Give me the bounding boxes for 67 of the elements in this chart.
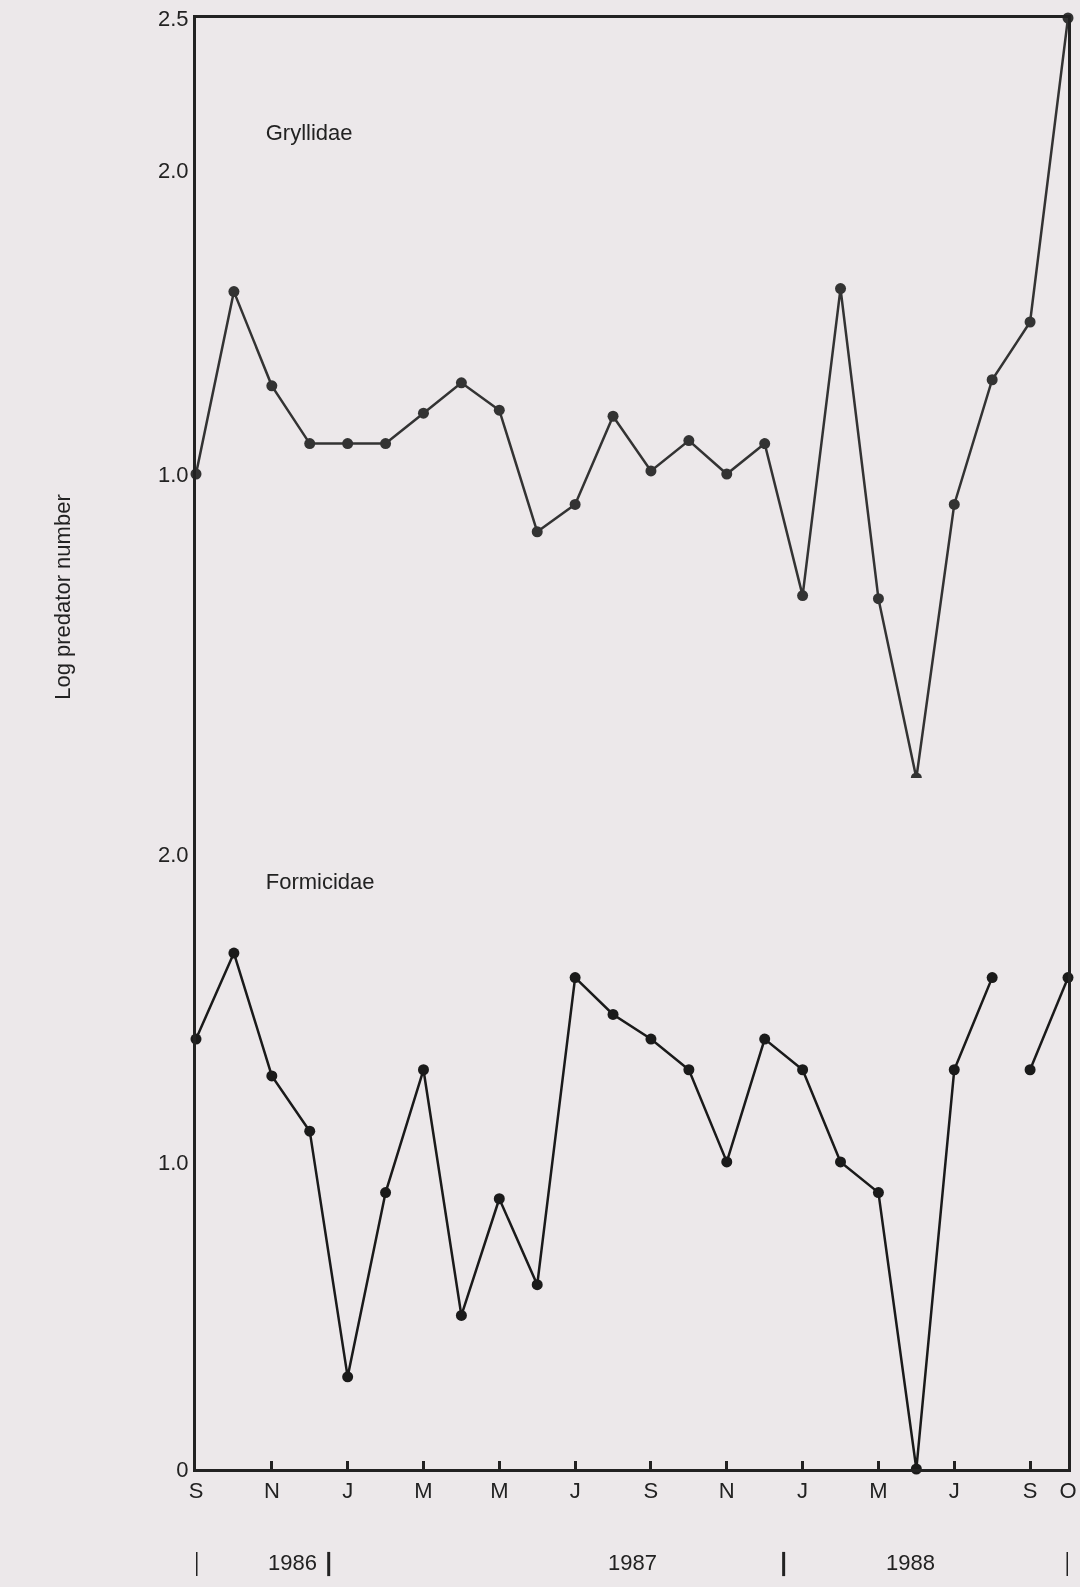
x-tick-label: N <box>263 1478 280 1504</box>
point <box>531 526 543 538</box>
point <box>986 374 998 386</box>
point <box>455 1309 467 1321</box>
point <box>872 593 884 605</box>
text: Formicidae <box>265 869 375 895</box>
point <box>797 590 809 602</box>
point <box>342 1371 354 1383</box>
point <box>948 1064 960 1076</box>
point <box>266 1070 278 1082</box>
point <box>607 1008 619 1020</box>
point <box>531 1279 543 1291</box>
point <box>569 498 581 510</box>
text: 1986 <box>268 1550 317 1575</box>
x-tick-label: S <box>643 1478 659 1504</box>
x-tick-label: N <box>718 1478 735 1504</box>
y-tick-label: 1.0 <box>158 1149 189 1175</box>
x-tick-label: J <box>342 1478 354 1504</box>
point <box>304 438 316 450</box>
point <box>304 1125 316 1137</box>
point <box>493 1193 505 1205</box>
point <box>493 404 505 416</box>
x-tick-label: M <box>869 1478 888 1504</box>
x-tick-label: M <box>414 1478 433 1504</box>
point <box>342 438 354 450</box>
point <box>759 438 771 450</box>
y-tick-label: 0 <box>176 1456 189 1482</box>
point <box>835 283 847 295</box>
point <box>228 286 240 298</box>
point <box>721 468 733 480</box>
point <box>569 972 581 984</box>
y-tick-label: 2.0 <box>158 842 189 868</box>
point <box>455 377 467 389</box>
point <box>683 1064 695 1076</box>
point <box>266 380 278 392</box>
y-axis-title: Log predator number <box>49 494 75 700</box>
point <box>645 465 657 477</box>
x-tick-label: O <box>1059 1478 1077 1504</box>
point <box>872 1187 884 1199</box>
point <box>607 410 619 422</box>
text: 1987 <box>608 1550 657 1575</box>
x-tick-label: J <box>948 1478 960 1504</box>
point <box>380 1187 392 1199</box>
point <box>417 1064 429 1076</box>
text: Gryllidae <box>265 119 353 145</box>
y-tick-label: 1.0 <box>158 461 189 487</box>
x-tick-label: J <box>569 1478 581 1504</box>
point <box>759 1033 771 1045</box>
point <box>835 1156 847 1168</box>
x-tick-label: S <box>1022 1478 1038 1504</box>
point <box>683 435 695 447</box>
point <box>721 1156 733 1168</box>
x-tick-label: J <box>797 1478 809 1504</box>
y-tick-label: 2.5 <box>158 5 189 31</box>
x-tick-label: M <box>490 1478 509 1504</box>
point <box>645 1033 657 1045</box>
point <box>986 972 998 984</box>
point <box>380 438 392 450</box>
point <box>1024 316 1036 328</box>
point <box>948 498 960 510</box>
point <box>797 1064 809 1076</box>
point <box>1024 1064 1036 1076</box>
x-tick-label: S <box>188 1478 204 1504</box>
text: 1988 <box>886 1550 935 1575</box>
point <box>417 407 429 419</box>
point <box>228 947 240 959</box>
y-tick-label: 2.0 <box>158 157 189 183</box>
